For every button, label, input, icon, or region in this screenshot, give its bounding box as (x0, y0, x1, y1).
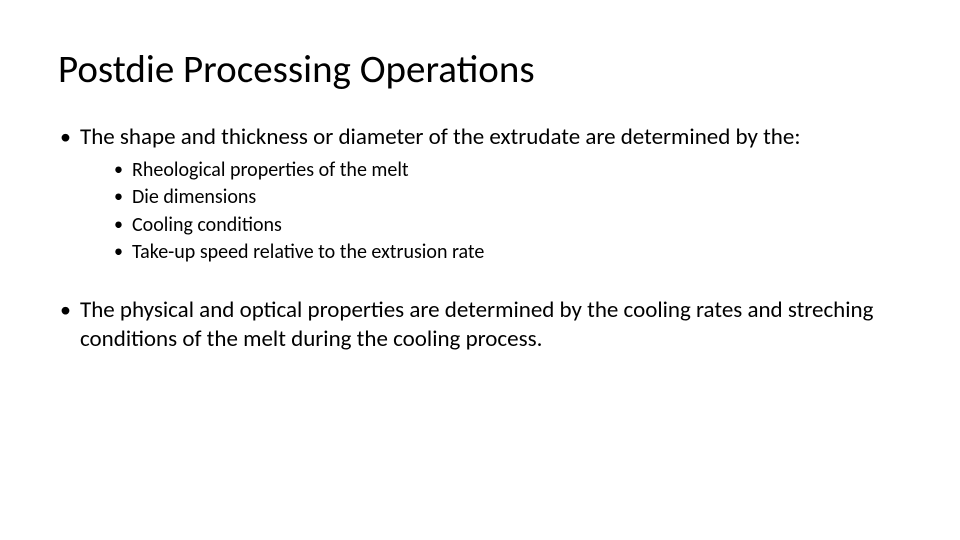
list-item: Take-up speed relative to the extrusion … (114, 240, 902, 266)
list-item: Die dimensions (114, 185, 902, 211)
spacer (58, 274, 902, 296)
list-item-text: The shape and thickness or diameter of t… (80, 123, 800, 151)
list-item: Cooling conditions (114, 213, 902, 239)
bullet-list-level1: The shape and thickness or diameter of t… (58, 123, 902, 266)
slide-title: Postdie Processing Operations (58, 48, 902, 93)
list-item-text: The physical and optical properties are … (80, 296, 873, 353)
list-item-text: Die dimensions (132, 185, 256, 209)
bullet-list-level2: Rheological properties of the melt Die d… (80, 158, 902, 266)
list-item: The physical and optical properties are … (58, 296, 902, 354)
list-item: Rheological properties of the melt (114, 158, 902, 184)
bullet-list-level1: The physical and optical properties are … (58, 296, 902, 354)
list-item-text: Take-up speed relative to the extrusion … (132, 240, 484, 264)
slide: Postdie Processing Operations The shape … (0, 0, 960, 540)
list-item: The shape and thickness or diameter of t… (58, 123, 902, 266)
list-item-text: Cooling conditions (132, 213, 282, 237)
list-item-text: Rheological properties of the melt (132, 158, 409, 182)
